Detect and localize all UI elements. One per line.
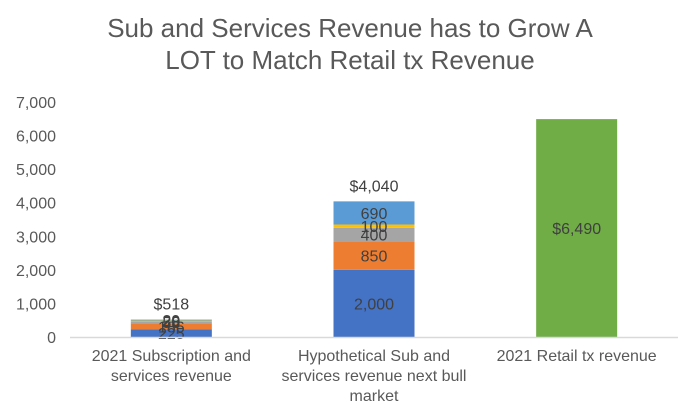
bar-segment-segment-5	[130, 319, 212, 321]
bar-segment-segment-4	[130, 320, 212, 322]
x-category-label-line: services revenue next bull	[281, 368, 467, 385]
y-tick-label: 1,000	[16, 296, 56, 313]
bar-segment-segment-1	[130, 329, 212, 337]
bar-segment-retail	[536, 119, 618, 337]
x-category-label: Hypothetical Sub and services revenue nex…	[279, 347, 469, 407]
y-tick-label: 4,000	[16, 196, 56, 213]
x-category-label-line: services revenue	[110, 368, 232, 385]
data-label: 225	[158, 326, 185, 343]
data-label: 186	[158, 319, 185, 336]
bar-segment-segment-3	[130, 321, 212, 324]
data-label: 20	[162, 314, 180, 331]
y-tick-label: 5,000	[16, 162, 56, 179]
bar-segment-segment-2	[130, 323, 212, 330]
y-tick-label: 3,000	[16, 229, 56, 246]
data-label: 100	[361, 219, 388, 236]
total-label: $4,040	[350, 178, 399, 195]
chart-title: Sub and Services Revenue has to Grow A L…	[0, 12, 700, 76]
x-category-label: 2021 Retail tx revenue	[482, 347, 672, 367]
y-tick-label: 7,000	[16, 95, 56, 112]
y-tick-label: 2,000	[16, 263, 56, 280]
chart-title-line-2: LOT to Match Retail tx Revenue	[165, 45, 535, 75]
x-category-label: 2021 Subscription and services revenue	[76, 347, 266, 387]
data-label: 400	[361, 228, 388, 245]
y-tick-label: 6,000	[16, 129, 56, 146]
data-label: 850	[361, 249, 388, 266]
bar-segment-segment-2	[333, 241, 415, 270]
bar-segment-segment-5	[333, 201, 415, 225]
x-category-label-line: 2021 Retail tx revenue	[496, 348, 657, 365]
data-label: 58	[162, 315, 180, 332]
data-label: 2,000	[354, 296, 394, 313]
x-category-label-line: 2021 Subscription and	[91, 348, 251, 365]
bar-segment-segment-1	[333, 269, 415, 337]
x-category-label-line: market	[349, 388, 399, 405]
bar-segment-segment-3	[333, 227, 415, 242]
chart-title-line-1: Sub and Services Revenue has to Grow A	[107, 13, 593, 43]
data-label: 690	[361, 206, 388, 223]
bar-segment-segment-4	[333, 224, 415, 228]
x-category-label-line: Hypothetical Sub and	[297, 348, 451, 365]
data-label: 29	[162, 313, 180, 330]
data-label: $6,490	[552, 221, 601, 238]
y-tick-label: 0	[47, 330, 56, 347]
total-label: $518	[154, 297, 190, 314]
